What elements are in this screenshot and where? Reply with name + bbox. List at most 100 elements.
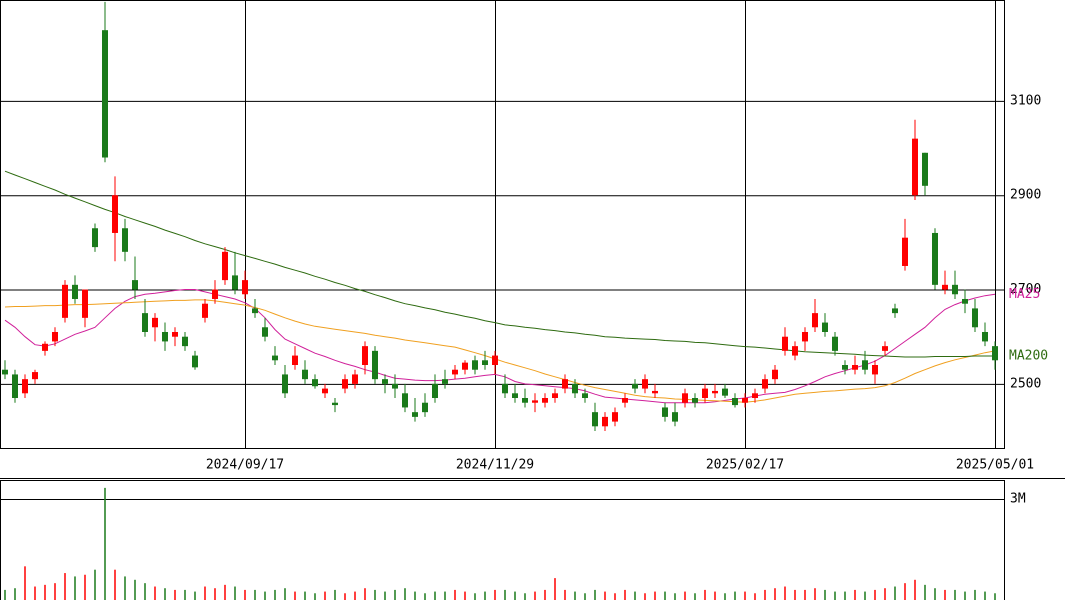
volume-bar	[784, 586, 786, 600]
volume-bar	[624, 589, 626, 600]
candle-body	[542, 398, 548, 403]
candle-body	[922, 152, 928, 186]
candle-body	[762, 379, 768, 389]
candle-body	[232, 275, 238, 290]
candle-body	[592, 412, 598, 427]
candle-body	[602, 416, 608, 427]
volume-bar	[814, 588, 816, 600]
candle-body	[582, 393, 588, 399]
candle-body	[392, 383, 398, 389]
candle-body	[142, 313, 148, 332]
candle-body	[642, 379, 648, 389]
candle-body	[832, 336, 838, 351]
candle-body	[302, 369, 308, 380]
volume-bar	[524, 593, 526, 600]
volume-bar	[224, 584, 226, 600]
volume-bar	[44, 584, 46, 600]
volume-bar	[194, 591, 196, 600]
candle-body	[12, 374, 18, 399]
volume-bar	[104, 487, 106, 600]
volume-bar	[364, 588, 366, 600]
candle-body	[372, 350, 378, 380]
candle-body	[132, 280, 138, 290]
volume-bar	[434, 591, 436, 600]
candle-body	[722, 388, 728, 396]
candle-body	[102, 30, 108, 158]
volume-bar	[884, 588, 886, 600]
volume-bar	[744, 591, 746, 600]
candle-body	[782, 336, 788, 351]
volume-bar	[984, 591, 986, 600]
candle-body	[622, 398, 628, 403]
volume-bar	[4, 589, 6, 600]
volume-bar	[754, 593, 756, 600]
y-tick-label: 2700	[1010, 282, 1041, 297]
candle-body	[442, 379, 448, 384]
candle-body	[852, 365, 858, 370]
candle-body	[52, 331, 58, 342]
candle-body	[672, 412, 678, 422]
volume-bar	[584, 593, 586, 600]
candle-body	[92, 228, 98, 248]
volume-bar	[514, 591, 516, 600]
volume-bar	[714, 591, 716, 600]
candle-body	[652, 390, 658, 394]
volume-bar	[724, 593, 726, 600]
volume-bar	[674, 593, 676, 600]
candle-body	[692, 398, 698, 403]
candle-body	[32, 372, 38, 380]
candle-body	[912, 138, 918, 196]
volume-bar	[844, 591, 846, 600]
candle-body	[312, 379, 318, 387]
candle-body	[402, 393, 408, 408]
candle-body	[972, 308, 978, 328]
volume-bar	[974, 589, 976, 600]
candle-body	[172, 331, 178, 337]
candle-body	[992, 346, 998, 361]
volume-bar	[494, 589, 496, 600]
volume-bar	[964, 591, 966, 600]
candle-body	[22, 379, 28, 394]
volume-bar	[114, 569, 116, 600]
volume-bar	[284, 588, 286, 600]
candle-body	[862, 360, 868, 370]
volume-bar	[234, 586, 236, 600]
volume-bar	[574, 591, 576, 600]
candle-body	[742, 398, 748, 403]
candle-body	[632, 383, 638, 389]
x-tick-label: 2024/11/29	[456, 458, 534, 473]
candle-body	[892, 308, 898, 314]
volume-bar	[704, 589, 706, 600]
volume-bar	[904, 583, 906, 600]
candle-body	[802, 331, 808, 342]
volume-bar	[924, 584, 926, 600]
candle-body	[112, 195, 118, 233]
volume-bar	[174, 589, 176, 600]
candle-body	[732, 398, 738, 406]
candle-body	[432, 383, 438, 399]
y-tick-label: 3M	[1010, 491, 1026, 506]
volume-bar	[944, 589, 946, 600]
candle-body	[482, 360, 488, 366]
candle-body	[62, 284, 68, 318]
volume-bar	[634, 591, 636, 600]
volume-bar	[694, 593, 696, 600]
volume-bar	[464, 591, 466, 600]
candle-body	[282, 374, 288, 394]
volume-bar	[334, 589, 336, 600]
candle-body	[772, 369, 778, 380]
volume-bar	[304, 591, 306, 600]
candle-body	[872, 365, 878, 375]
volume-panel-frame	[0, 480, 1005, 600]
volume-bar	[324, 591, 326, 600]
moving-average-line	[4, 170, 995, 358]
volume-bar	[644, 593, 646, 600]
candle-body	[412, 412, 418, 417]
volume-bar	[764, 589, 766, 600]
candle-body	[462, 362, 468, 370]
volume-bar	[564, 589, 566, 600]
candle-body	[562, 379, 568, 389]
candle-body	[902, 237, 908, 266]
candle-body	[2, 369, 8, 375]
